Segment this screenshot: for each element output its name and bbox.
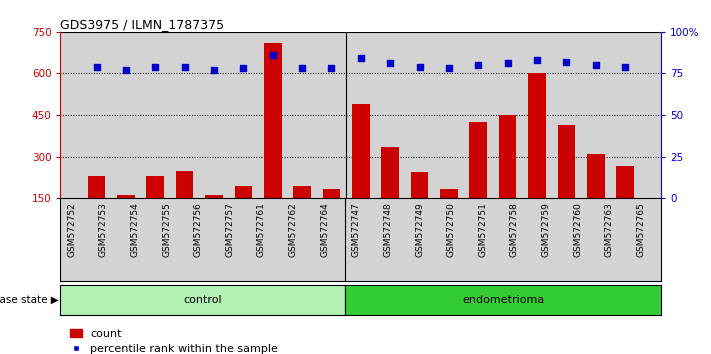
Text: GSM572752: GSM572752 (68, 202, 76, 257)
Text: GDS3975 / ILMN_1787375: GDS3975 / ILMN_1787375 (60, 18, 225, 31)
Bar (146, 176, 164, 198)
Bar (440, 189, 458, 198)
Bar (381, 147, 399, 198)
Point (385, 61, 396, 66)
Point (237, 65, 249, 71)
Text: GSM572755: GSM572755 (162, 202, 171, 257)
Point (208, 67, 220, 73)
Text: disease state ▶: disease state ▶ (0, 295, 59, 304)
Bar (323, 189, 341, 198)
Point (267, 52, 279, 58)
Point (561, 59, 572, 65)
Text: GSM572748: GSM572748 (383, 202, 392, 257)
Bar (294, 186, 311, 198)
Point (443, 65, 454, 71)
Bar (616, 166, 634, 198)
Bar (499, 115, 516, 198)
Bar (87, 176, 105, 198)
Text: GSM572756: GSM572756 (193, 202, 203, 257)
Text: GSM572760: GSM572760 (573, 202, 582, 257)
Point (91, 64, 102, 70)
Bar (117, 195, 134, 198)
Point (619, 64, 631, 70)
Point (590, 62, 602, 68)
Legend: count, percentile rank within the sample: count, percentile rank within the sample (66, 324, 283, 354)
Text: GSM572750: GSM572750 (447, 202, 456, 257)
Bar (176, 171, 193, 198)
Text: endometrioma: endometrioma (462, 295, 544, 305)
Text: GSM572757: GSM572757 (225, 202, 235, 257)
Bar (469, 122, 487, 198)
Text: GSM572749: GSM572749 (415, 202, 424, 257)
Bar (528, 74, 546, 198)
Point (473, 62, 484, 68)
Text: GSM572764: GSM572764 (320, 202, 329, 257)
Text: GSM572754: GSM572754 (131, 202, 139, 257)
Bar (557, 125, 575, 198)
Point (355, 56, 367, 61)
Text: GSM572751: GSM572751 (479, 202, 487, 257)
Text: GSM572763: GSM572763 (605, 202, 614, 257)
Text: GSM572758: GSM572758 (510, 202, 519, 257)
Text: GSM572759: GSM572759 (542, 202, 550, 257)
Text: GSM572762: GSM572762 (289, 202, 298, 257)
Bar (264, 43, 282, 198)
Point (120, 67, 132, 73)
Bar (352, 104, 370, 198)
Text: GSM572761: GSM572761 (257, 202, 266, 257)
Text: GSM572765: GSM572765 (636, 202, 646, 257)
Point (296, 65, 308, 71)
Point (326, 65, 337, 71)
Point (179, 64, 191, 70)
Bar (205, 195, 223, 198)
Point (414, 64, 425, 70)
Bar (411, 172, 428, 198)
Point (149, 64, 161, 70)
Bar (235, 186, 252, 198)
Text: GSM572747: GSM572747 (352, 202, 360, 257)
Text: GSM572753: GSM572753 (99, 202, 108, 257)
Bar (587, 154, 604, 198)
Point (502, 61, 513, 66)
Text: control: control (183, 295, 222, 305)
Point (531, 57, 542, 63)
